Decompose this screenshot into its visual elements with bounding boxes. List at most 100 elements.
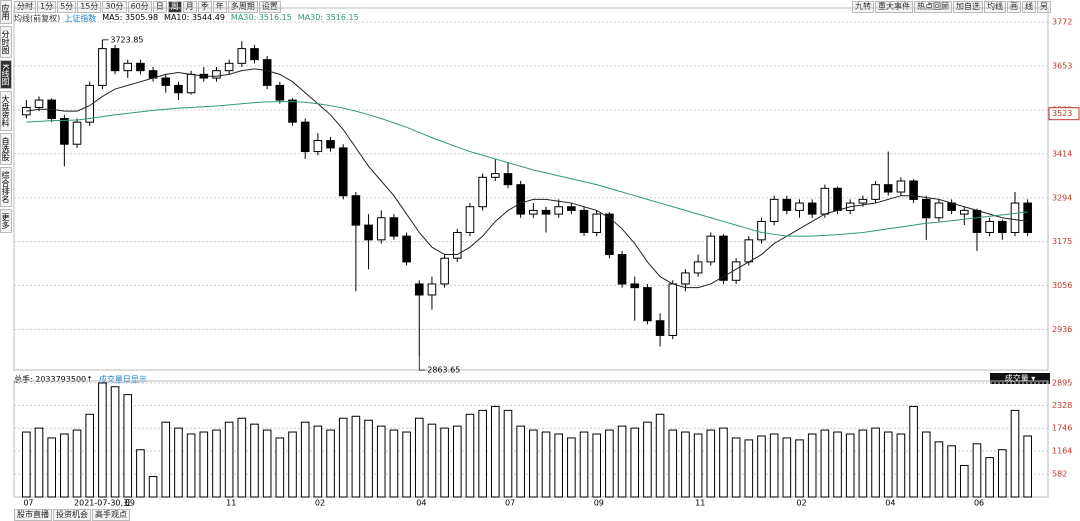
- volume-header: 总手: 2033793500↑ 成交量日显示: [14, 374, 147, 385]
- tool-button[interactable]: 线: [1022, 1, 1036, 13]
- volume-bar: [300, 421, 310, 498]
- candle-body: [807, 202, 817, 215]
- tool-button[interactable]: 画: [1007, 1, 1021, 13]
- volume-bar: [871, 427, 880, 498]
- volume-bar: [617, 425, 627, 498]
- volume-bar: [174, 427, 183, 498]
- period-button[interactable]: 年: [212, 1, 227, 13]
- candle-body: [237, 48, 247, 64]
- period-button[interactable]: 季: [197, 1, 212, 13]
- bottom-tabs: 股市直播 投资机会 高手观点: [14, 509, 131, 521]
- candle-body: [934, 202, 944, 219]
- volume-bar: [579, 431, 589, 498]
- annotation: 2863.65: [427, 366, 460, 375]
- candle-body: [795, 202, 804, 211]
- period-button[interactable]: 30分: [102, 1, 127, 13]
- candle-body: [478, 176, 487, 208]
- volume-bar: [567, 437, 576, 498]
- volume-button[interactable]: 成交量 ▾: [990, 373, 1050, 384]
- volume-bar: [313, 425, 323, 498]
- y-tick-label: 3294: [1052, 193, 1072, 202]
- volume-button-text: 成交量 ▾: [1004, 374, 1036, 383]
- x-tick-label: 07: [23, 499, 33, 508]
- volume-bar: [921, 431, 931, 498]
- side-tab[interactable]: 更多: [0, 209, 12, 234]
- volume-bar: [326, 429, 335, 498]
- period-button[interactable]: 分时: [14, 1, 36, 13]
- side-tab[interactable]: K线图: [0, 60, 12, 90]
- volume-bar: [1023, 435, 1032, 498]
- bottom-tab[interactable]: 投资机会: [53, 509, 91, 521]
- period-button[interactable]: 周: [167, 1, 182, 13]
- volume-bar: [47, 437, 56, 498]
- period-button[interactable]: 5分: [57, 1, 77, 13]
- bottom-tab[interactable]: 股市直播: [14, 509, 52, 521]
- candle-body: [275, 84, 285, 101]
- ma-line: [26, 68, 1028, 289]
- volume-bar: [845, 433, 855, 498]
- side-tab[interactable]: 大盘资料: [0, 91, 12, 132]
- candle-body: [414, 283, 424, 296]
- candle-body: [529, 209, 538, 215]
- x-tick-label: 02: [797, 499, 807, 508]
- candle-body: [579, 209, 589, 233]
- volume-bar: [136, 449, 145, 498]
- period-button[interactable]: 多周期: [227, 1, 258, 13]
- x-tick-label: 09: [594, 499, 604, 508]
- volume-bar: [60, 433, 69, 498]
- candle-body: [465, 206, 475, 233]
- volume-bar: [554, 433, 563, 498]
- candle-body: [60, 117, 69, 145]
- candle-body: [364, 224, 373, 241]
- tool-button[interactable]: 热点回顾: [914, 1, 952, 13]
- candle-body: [998, 220, 1007, 233]
- tool-button[interactable]: 均线: [984, 1, 1006, 13]
- x-tick-label: 2021-07-30,五: [74, 499, 131, 508]
- period-button[interactable]: 日: [152, 1, 167, 13]
- period-button[interactable]: 设置: [258, 1, 281, 13]
- volume-bar: [643, 421, 652, 498]
- candle-body: [98, 48, 107, 86]
- period-button[interactable]: 60分: [127, 1, 152, 13]
- volume-bar: [630, 427, 640, 498]
- period-button[interactable]: 1分: [37, 1, 57, 13]
- bottom-tab[interactable]: 高手观点: [92, 509, 130, 521]
- volume-bar: [402, 431, 411, 498]
- volume-bar: [972, 443, 982, 498]
- candle-body: [921, 198, 931, 219]
- candle-body: [985, 220, 994, 233]
- side-tab[interactable]: 综合排名: [0, 167, 12, 208]
- candle-body: [427, 283, 437, 296]
- volume-bar: [592, 433, 602, 498]
- ma-text: MA5: 3505.98: [102, 13, 159, 22]
- x-tick-label: 07: [505, 499, 515, 508]
- volume-bar: [820, 429, 830, 498]
- candle-body: [224, 62, 234, 72]
- period-button[interactable]: 15分: [77, 1, 102, 13]
- volume-bar: [427, 423, 437, 498]
- candle-body: [541, 209, 551, 215]
- y-tick-label: 2895: [1052, 379, 1072, 388]
- tool-button[interactable]: 重大事件: [875, 1, 913, 13]
- candle-body: [262, 59, 272, 86]
- volume-bar: [212, 429, 221, 498]
- volume-bar: [414, 417, 424, 498]
- x-tick-label: 04: [885, 499, 895, 508]
- side-tab[interactable]: 自选股: [0, 133, 12, 166]
- side-tab[interactable]: 分时图: [0, 26, 12, 58]
- side-tab[interactable]: 应用: [0, 0, 12, 24]
- volume-bar: [123, 394, 133, 498]
- volume-bar: [110, 386, 120, 498]
- volume-bar: [262, 429, 272, 498]
- tool-button[interactable]: 九转: [852, 1, 874, 13]
- candle-body: [643, 287, 652, 322]
- period-button[interactable]: 月: [182, 1, 197, 13]
- volume-bar: [947, 445, 956, 498]
- candle-body: [959, 209, 969, 215]
- volume-bar: [719, 427, 728, 498]
- candle-body: [719, 235, 728, 281]
- candle-body: [972, 209, 982, 233]
- tool-button[interactable]: 加自选: [953, 1, 983, 13]
- candle-body: [389, 217, 399, 237]
